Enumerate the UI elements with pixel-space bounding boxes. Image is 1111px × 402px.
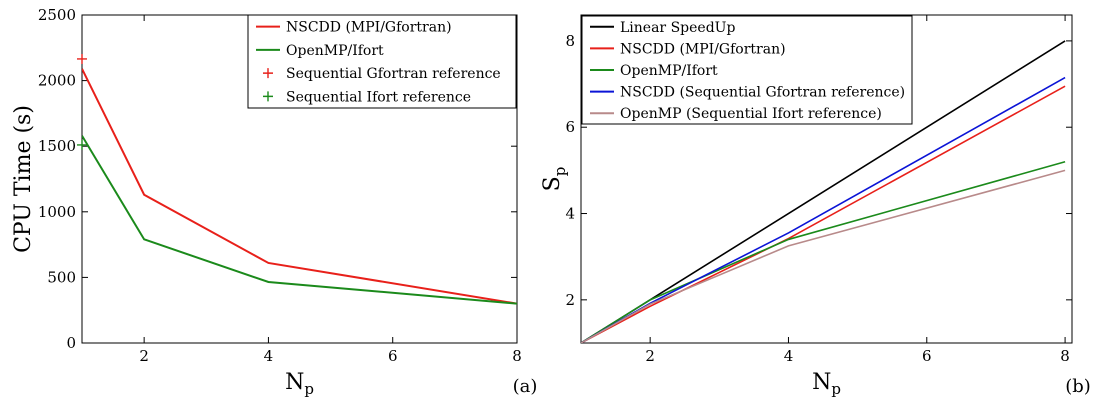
x-tick-label: 2 [645, 347, 655, 365]
series-line-5 [581, 169, 1066, 343]
y-tick-label: 6 [565, 118, 575, 136]
legend-label-2: OpenMP/Ifort [286, 43, 384, 59]
y-tick-label: 1500 [38, 137, 76, 155]
x-axis-title: Np [285, 370, 314, 398]
y-axis-title: Sp [540, 167, 569, 192]
legend-box [581, 15, 913, 125]
y-axis-title-main: S [540, 176, 565, 191]
x-tick-label: 4 [264, 347, 274, 365]
legend: NSCDD (MPI/Gfortran) OpenMP/Ifort Sequenti… [247, 14, 517, 109]
x-axis-title-main: N [285, 370, 304, 395]
x-axis-title-sub: p [831, 380, 841, 398]
x-axis-title-sub: p [304, 380, 314, 398]
legend-label-4: NSCDD (Sequential Gfortran reference) [620, 85, 905, 101]
y-tick-label: 2500 [38, 6, 76, 24]
legend: Linear SpeedUp NSCDD (MPI/Gfortran) OpenMP… [581, 15, 913, 125]
y-tick-label: 8 [565, 32, 575, 50]
series-line-3 [581, 160, 1066, 343]
x-tick-label: 2 [139, 347, 149, 365]
x-tick-label: 6 [922, 347, 932, 365]
series-line-2 [581, 85, 1066, 343]
legend-swatch-3 [263, 68, 273, 79]
series-line-2 [82, 135, 517, 305]
legend-label-2: NSCDD (MPI/Gfortran) [620, 41, 786, 57]
x-axis-title-main: N [812, 370, 831, 395]
y-tick-label: 500 [47, 268, 76, 286]
legend-box [247, 14, 517, 109]
y-axis-title: CPU Time (s) [11, 105, 36, 253]
legend-label-1: Linear SpeedUp [620, 20, 735, 36]
plot-frame [580, 14, 1073, 344]
y-tick-label: 0 [66, 334, 76, 352]
x-tick-label: 8 [512, 347, 522, 365]
legend-label-3: Sequential Gfortran reference [286, 66, 501, 82]
x-tick-label: 6 [388, 347, 398, 365]
legend-label-1: NSCDD (MPI/Gfortran) [286, 20, 452, 36]
y-axis-title-sub: p [551, 167, 569, 177]
legend-swatch-4 [263, 91, 273, 102]
x-axis-title: Np [812, 370, 841, 398]
legend-label-4: Sequential Ifort reference [286, 89, 471, 105]
legend-label-5: OpenMP (Sequential Ifort reference) [620, 106, 882, 122]
y-tick-label: 2000 [38, 72, 76, 90]
y-tick-label: 1000 [38, 203, 76, 221]
x-tick-label: 8 [1060, 347, 1070, 365]
series-line-1 [82, 68, 517, 305]
series-marker-4 [77, 139, 87, 150]
series-marker-3 [77, 53, 87, 64]
panel-label: (a) [513, 376, 538, 397]
legend-label-3: OpenMP/Ifort [620, 63, 718, 79]
x-tick-label: 4 [784, 347, 794, 365]
panel-label: (b) [1065, 376, 1091, 397]
y-tick-label: 4 [565, 205, 575, 223]
y-tick-label: 2 [565, 291, 575, 309]
